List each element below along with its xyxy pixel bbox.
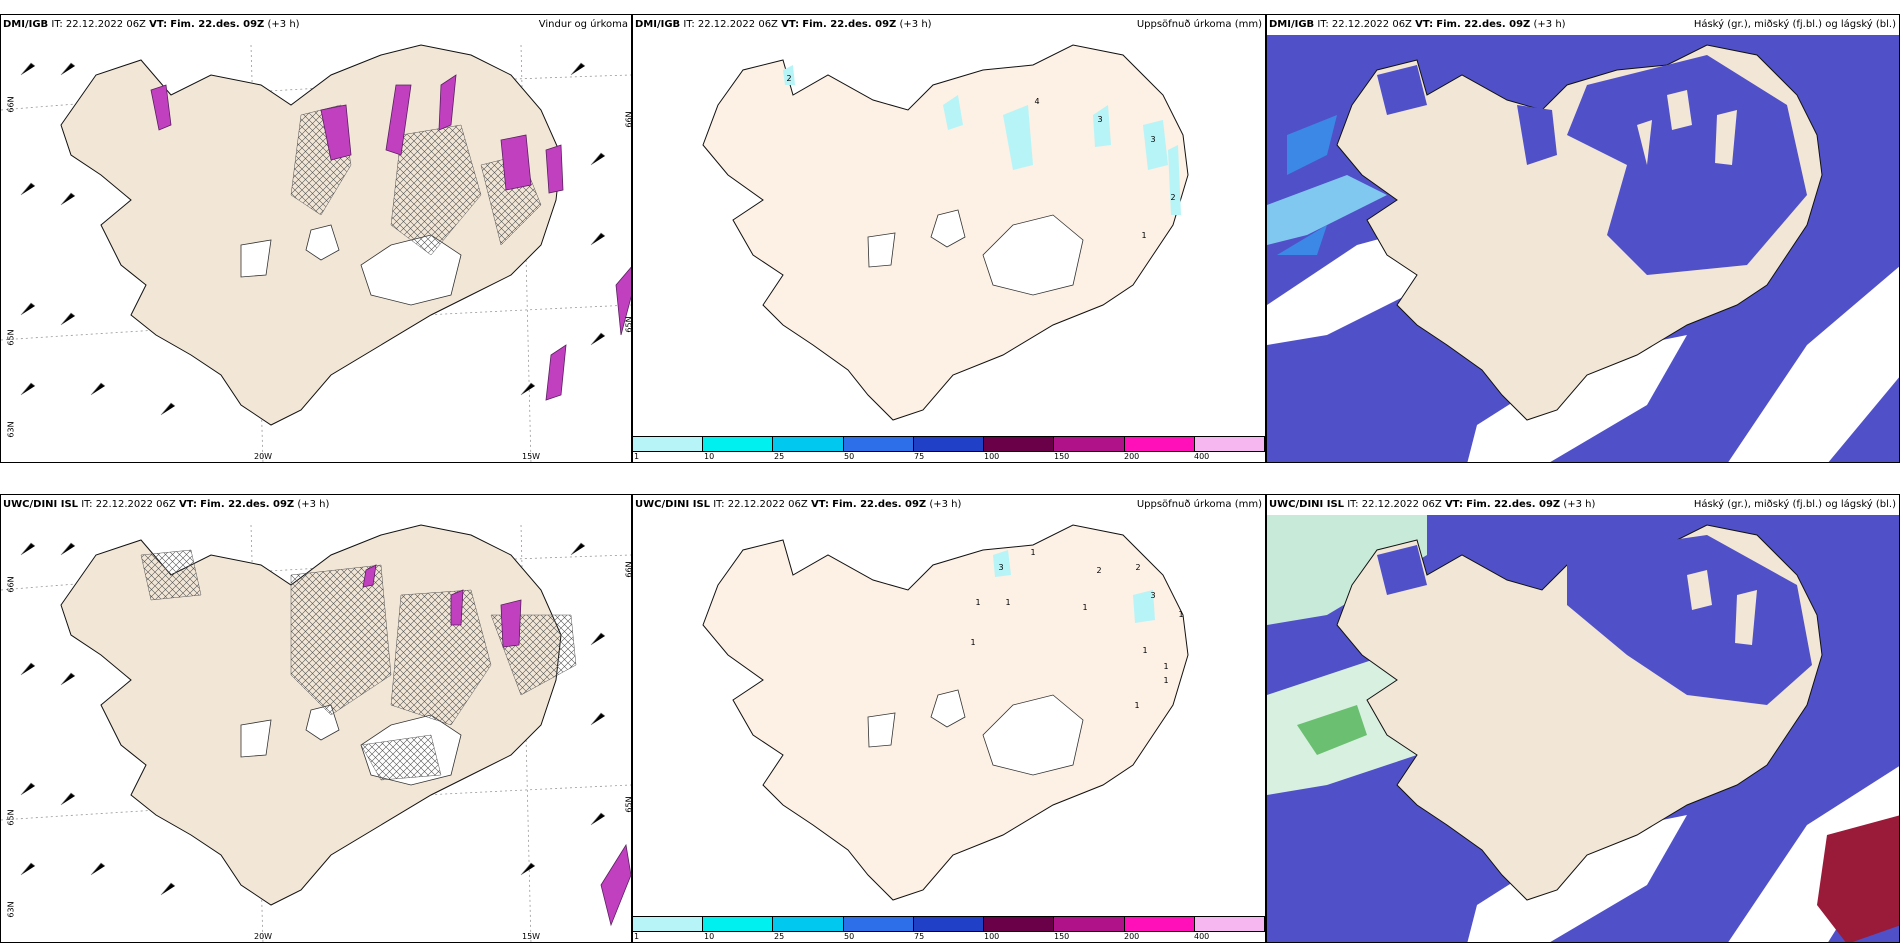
colorbar-ticks: 1 10 25 50 75 100 150 200 400 xyxy=(634,452,1210,461)
precip-value: 1 xyxy=(1142,646,1147,655)
lat-label-66: 66N xyxy=(6,96,16,113)
precip-value: 3 xyxy=(1150,135,1155,144)
panel-header: DMI/IGB IT: 22.12.2022 06Z VT: Fim. 22.d… xyxy=(1269,19,1566,30)
precip-value: 1 xyxy=(1005,598,1010,607)
lat-label-65: 65N xyxy=(6,809,16,826)
precip-value: 3 xyxy=(998,563,1003,572)
precip-value: 3 xyxy=(1097,115,1102,124)
precip-value: 1 xyxy=(1141,231,1146,240)
lon-label-20w: 20W xyxy=(254,932,273,941)
precip-value: 1 xyxy=(1134,701,1139,710)
lat-label-63: 63N xyxy=(6,901,16,918)
precip-value: 1 xyxy=(1163,662,1168,671)
lat-label-66: 66N xyxy=(6,576,16,593)
precip-value: 1 xyxy=(1082,603,1087,612)
precip-value: 1 xyxy=(975,598,980,607)
panel-title: Uppsöfnuð úrkoma (mm) xyxy=(1136,499,1262,510)
precip-value: 1 xyxy=(1163,676,1168,685)
panel-header: UWC/DINI ISL IT: 22.12.2022 06Z VT: Fim.… xyxy=(3,499,330,510)
lat-label-65-right: 65N xyxy=(624,316,632,333)
colorbar xyxy=(633,916,1265,932)
wind-precip-map xyxy=(1,524,631,942)
panel-clouds-dmi: DMI/IGB IT: 22.12.2022 06Z VT: Fim. 22.d… xyxy=(1266,14,1900,463)
precip-value: 1 xyxy=(1030,548,1035,557)
panel-title: Háský (gr.), miðský (fj.bl.) og lágský (… xyxy=(1693,499,1896,510)
panel-clouds-uwc: UWC/DINI ISL IT: 22.12.2022 06Z VT: Fim.… xyxy=(1266,494,1900,943)
lat-label-63: 63N xyxy=(6,421,16,438)
lat-label-66-right: 66N xyxy=(624,111,632,128)
lat-label-65-right: 65N xyxy=(624,796,632,813)
panel-header: DMI/IGB IT: 22.12.2022 06Z VT: Fim. 22.d… xyxy=(3,19,300,30)
panel-title: Háský (gr.), miðský (fj.bl.) og lágský (… xyxy=(1693,19,1896,30)
cloud-map xyxy=(1267,35,1899,462)
precip-value: 2 xyxy=(786,74,791,83)
colorbar-ticks: 1 10 25 50 75 100 150 200 400 xyxy=(634,932,1210,941)
panel-accum-precip-dmi: 2 4 3 3 2 1 DMI/IGB IT: 22.12.2022 06Z V… xyxy=(632,14,1266,463)
panel-header: UWC/DINI ISL IT: 22.12.2022 06Z VT: Fim.… xyxy=(635,499,962,510)
panel-header: UWC/DINI ISL IT: 22.12.2022 06Z VT: Fim.… xyxy=(1269,499,1596,510)
precip-value: 1 xyxy=(970,638,975,647)
precip-value: 3 xyxy=(1150,591,1155,600)
panel-title: Vindur og úrkoma xyxy=(538,19,628,30)
panel-accum-precip-uwc: 3 1 1 1 1 2 2 3 1 1 1 1 1 1 UWC/DINI ISL… xyxy=(632,494,1266,943)
cloud-map xyxy=(1267,515,1899,942)
lon-label-15w: 15W xyxy=(522,932,541,941)
precip-value: 2 xyxy=(1135,563,1140,572)
accum-precip-map: 3 1 1 1 1 2 2 3 1 1 1 1 1 1 xyxy=(702,524,1189,901)
precip-value: 4 xyxy=(1034,97,1039,106)
panel-title: Uppsöfnuð úrkoma (mm) xyxy=(1136,19,1262,30)
panel-wind-precip-uwc: UWC/DINI ISL IT: 22.12.2022 06Z VT: Fim.… xyxy=(0,494,632,943)
precip-value: 2 xyxy=(1170,193,1175,202)
lon-label-15w: 15W xyxy=(522,452,541,461)
lat-label-65: 65N xyxy=(6,329,16,346)
panel-header: DMI/IGB IT: 22.12.2022 06Z VT: Fim. 22.d… xyxy=(635,19,932,30)
precip-value: 2 xyxy=(1096,566,1101,575)
wind-precip-map xyxy=(1,44,631,462)
precip-value: 1 xyxy=(1178,610,1183,619)
lon-label-20w: 20W xyxy=(254,452,273,461)
lat-label-66-right: 66N xyxy=(624,561,632,578)
accum-precip-map: 2 4 3 3 2 1 xyxy=(702,44,1189,421)
colorbar xyxy=(633,436,1265,452)
panel-wind-precip-dmi: DMI/IGB IT: 22.12.2022 06Z VT: Fim. 22.d… xyxy=(0,14,632,463)
